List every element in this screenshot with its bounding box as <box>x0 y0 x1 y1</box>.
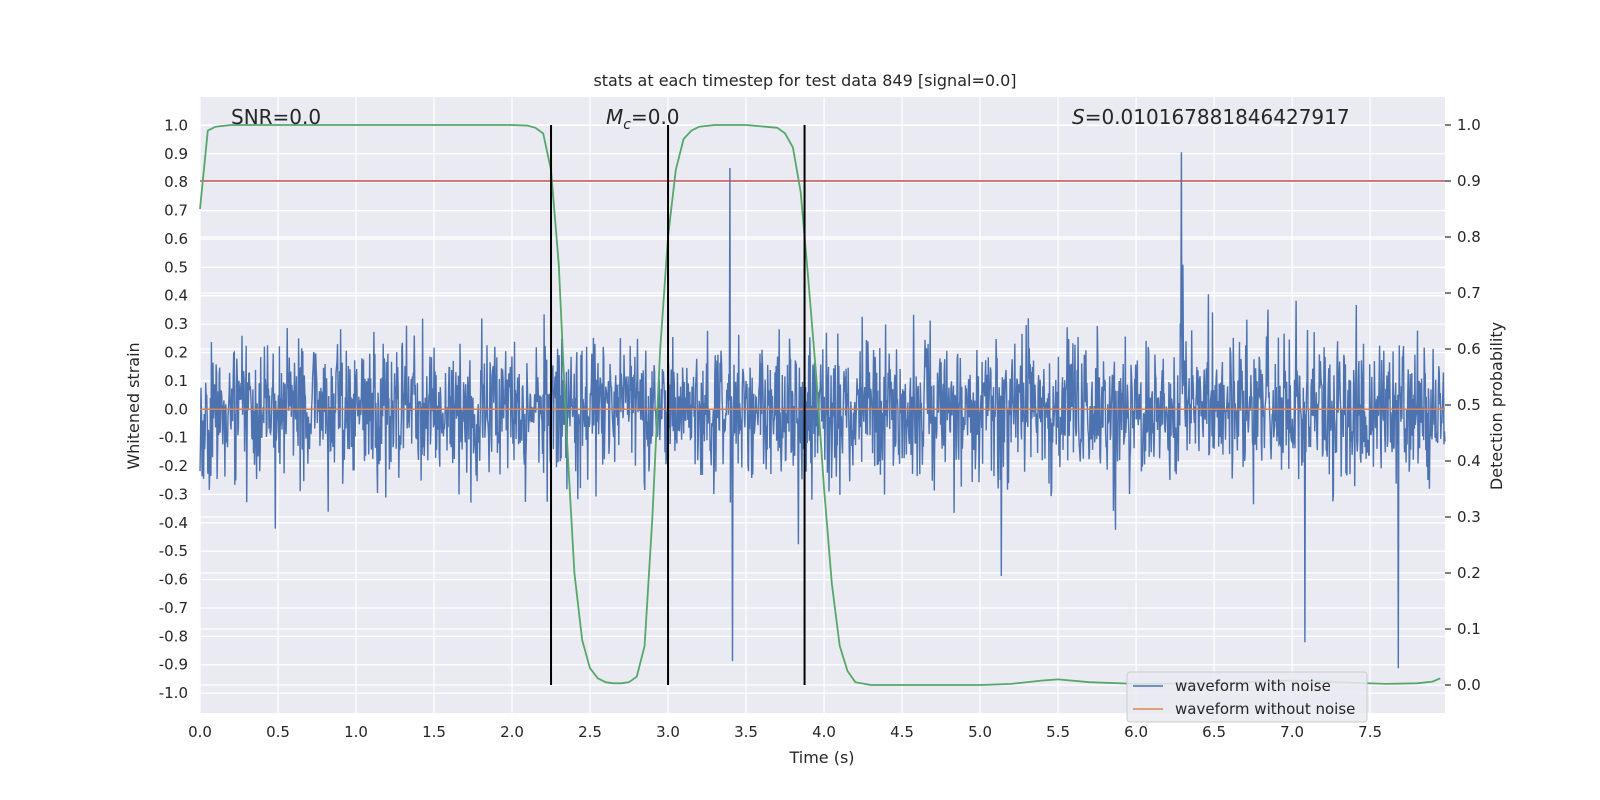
noisy-waveform-series <box>199 152 1446 669</box>
score-value: =0.010167881846427917 <box>1085 105 1350 129</box>
x-tick-label: 5.5 <box>1046 723 1070 741</box>
x-tick-label: 0.0 <box>188 723 212 741</box>
y2-tick-label: 0.0 <box>1457 676 1481 694</box>
y2-tick-label: 0.5 <box>1457 396 1481 414</box>
probability-line <box>199 124 1441 686</box>
probability-series <box>199 124 1441 686</box>
chart-title: stats at each timestep for test data 849… <box>593 71 1016 90</box>
y2-tick-label: 0.2 <box>1457 564 1481 582</box>
y2-tick-label: 0.4 <box>1457 452 1481 470</box>
chirp-mass-annotation: Mc=0.0 <box>606 105 680 133</box>
x-tick-label: 7.0 <box>1280 723 1304 741</box>
x-tick-label: 3.0 <box>656 723 680 741</box>
y-tick-label: 0.1 <box>164 372 188 390</box>
x-axis-label: Time (s) <box>788 748 854 767</box>
y-tick-label: -0.7 <box>159 599 188 617</box>
x-axis-ticks: 0.0 0.5 1.0 1.5 2.0 2.5 3.0 3.5 4.0 4.5 5.0 5.5 6.0 6… <box>188 723 1382 741</box>
y-tick-label: 0.4 <box>164 287 188 305</box>
y2-tick-label: 1.0 <box>1457 116 1481 134</box>
y2-tick-label: 0.8 <box>1457 228 1481 246</box>
chirp-mass-subscript: c <box>623 117 631 133</box>
x-tick-label: 1.0 <box>344 723 368 741</box>
y2-tick-label: 0.3 <box>1457 508 1481 526</box>
y-tick-label: -0.6 <box>159 571 188 589</box>
noisy-waveform-line <box>199 152 1446 669</box>
chirp-mass-value: =0.0 <box>631 105 680 129</box>
y2-tick-label: 0.9 <box>1457 172 1481 190</box>
x-tick-label: 2.5 <box>578 723 602 741</box>
score-annotation: S=0.010167881846427917 <box>1072 105 1350 129</box>
y-tick-label: 0.5 <box>164 258 188 276</box>
x-tick-label: 6.0 <box>1124 723 1148 741</box>
y2-axis-label: Detection probability <box>1487 322 1506 490</box>
snr-annotation: SNR=0.0 <box>231 105 321 129</box>
legend-label-noisy: waveform with noise <box>1175 677 1331 695</box>
legend-label-clean: waveform without noise <box>1175 700 1355 718</box>
x-tick-label: 7.5 <box>1358 723 1382 741</box>
x-tick-label: 4.5 <box>890 723 914 741</box>
y-tick-label: 0.8 <box>164 173 188 191</box>
x-tick-label: 1.5 <box>422 723 446 741</box>
x-tick-label: 2.0 <box>500 723 524 741</box>
y2-axis-ticks: 1.0 0.9 0.8 0.7 0.6 0.5 0.4 0.3 0.2 0.1 0.0 <box>1445 116 1481 694</box>
y-tick-label: -0.5 <box>159 542 188 560</box>
y-tick-label: -1.0 <box>159 684 188 702</box>
legend-box <box>1126 671 1368 723</box>
y-tick-label: 1.0 <box>164 116 188 134</box>
y2-tick-label: 0.6 <box>1457 340 1481 358</box>
y-tick-label: 0.0 <box>164 400 188 418</box>
y-axis-ticks: 1.0 0.9 0.8 0.7 0.6 0.5 0.4 0.3 0.2 0.1 0.0 -0.1 -0.… <box>159 116 188 702</box>
y-tick-label: 0.6 <box>164 230 188 248</box>
x-tick-label: 5.0 <box>968 723 992 741</box>
y-tick-label: 0.2 <box>164 343 188 361</box>
x-tick-label: 6.5 <box>1202 723 1226 741</box>
y-tick-label: -0.4 <box>159 514 188 532</box>
y-tick-label: 0.3 <box>164 315 188 333</box>
y-tick-label: 0.7 <box>164 202 188 220</box>
x-tick-label: 3.5 <box>734 723 758 741</box>
y-tick-label: 0.9 <box>164 145 188 163</box>
x-tick-label: 4.0 <box>812 723 836 741</box>
y-tick-label: -0.8 <box>159 627 188 645</box>
y-tick-label: -0.1 <box>159 429 188 447</box>
y-tick-label: -0.2 <box>159 457 188 475</box>
vertical-markers <box>550 125 806 685</box>
y-tick-label: -0.9 <box>159 656 188 674</box>
y-tick-label: -0.3 <box>159 485 188 503</box>
y-axis-label: Whitened strain <box>124 342 143 469</box>
x-tick-label: 0.5 <box>266 723 290 741</box>
chirp-mass-symbol: M <box>606 105 623 129</box>
y2-tick-label: 0.7 <box>1457 284 1481 302</box>
score-symbol: S <box>1072 105 1085 129</box>
legend: waveform with noise waveform without noi… <box>1126 671 1368 723</box>
y2-tick-label: 0.1 <box>1457 620 1481 638</box>
